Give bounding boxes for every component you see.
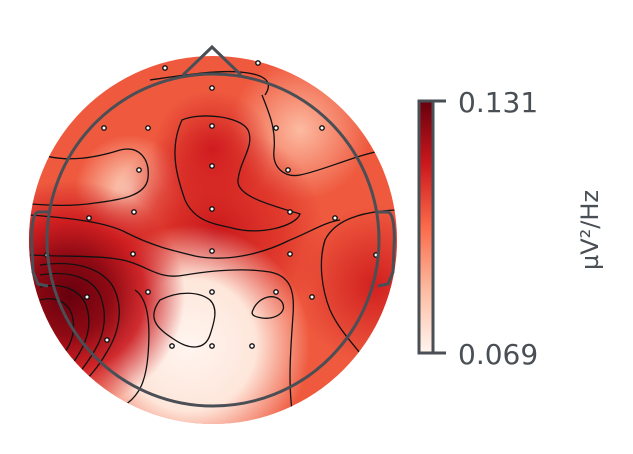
contour-line bbox=[29, 214, 341, 259]
sensor-marker bbox=[309, 294, 315, 300]
sensor-marker bbox=[249, 343, 255, 349]
sensor-marker bbox=[209, 289, 215, 295]
contour-line bbox=[29, 254, 295, 411]
contour-line bbox=[39, 262, 120, 386]
sensor-marker bbox=[209, 123, 215, 129]
sensor-marker bbox=[130, 251, 136, 257]
sensor-marker bbox=[273, 125, 279, 131]
contour-line bbox=[251, 296, 285, 319]
sensor-marker bbox=[84, 294, 90, 300]
sensor-marker bbox=[287, 209, 293, 215]
sensor-marker bbox=[209, 343, 215, 349]
sensor-markers bbox=[44, 60, 379, 349]
sensor-marker bbox=[209, 163, 215, 169]
colorbar-unit-label: µV²/Hz bbox=[576, 190, 604, 270]
sensor-marker bbox=[169, 343, 175, 349]
head-outline bbox=[30, 44, 396, 408]
sensor-marker bbox=[86, 215, 92, 221]
heatmap-fill bbox=[29, 56, 397, 424]
colorbar-gradient bbox=[419, 101, 433, 353]
colorbar: 0.131 0.069 µV²/Hz bbox=[417, 86, 604, 371]
sensor-marker bbox=[145, 125, 151, 131]
colorbar-frame bbox=[417, 99, 435, 355]
sensor-marker bbox=[332, 215, 338, 221]
sensor-marker bbox=[273, 289, 279, 295]
sensor-marker bbox=[287, 251, 293, 257]
sensor-marker bbox=[145, 289, 151, 295]
sensor-marker bbox=[319, 125, 325, 131]
sensor-marker bbox=[209, 85, 215, 91]
contour-line bbox=[39, 272, 105, 381]
contour-line bbox=[174, 115, 301, 232]
sensor-marker bbox=[162, 65, 168, 71]
sensor-marker bbox=[209, 206, 215, 212]
sensor-marker bbox=[285, 167, 291, 173]
sensor-marker bbox=[136, 167, 142, 173]
sensor-marker bbox=[209, 248, 215, 254]
topomap bbox=[29, 44, 397, 424]
nose bbox=[181, 44, 243, 77]
contour-line bbox=[124, 289, 150, 406]
head-circle bbox=[45, 72, 381, 408]
colorbar-max-label: 0.131 bbox=[458, 86, 538, 119]
sensor-marker bbox=[131, 209, 137, 215]
contour-line bbox=[153, 292, 216, 348]
contour-line bbox=[261, 94, 386, 177]
contour-line bbox=[29, 148, 149, 207]
sensor-marker bbox=[104, 337, 110, 343]
sensor-marker bbox=[255, 60, 261, 66]
right-ear bbox=[377, 210, 396, 288]
left-ear bbox=[30, 210, 49, 288]
contour-line bbox=[320, 209, 396, 361]
colorbar-min-label: 0.069 bbox=[458, 338, 538, 371]
sensor-marker bbox=[101, 125, 107, 131]
